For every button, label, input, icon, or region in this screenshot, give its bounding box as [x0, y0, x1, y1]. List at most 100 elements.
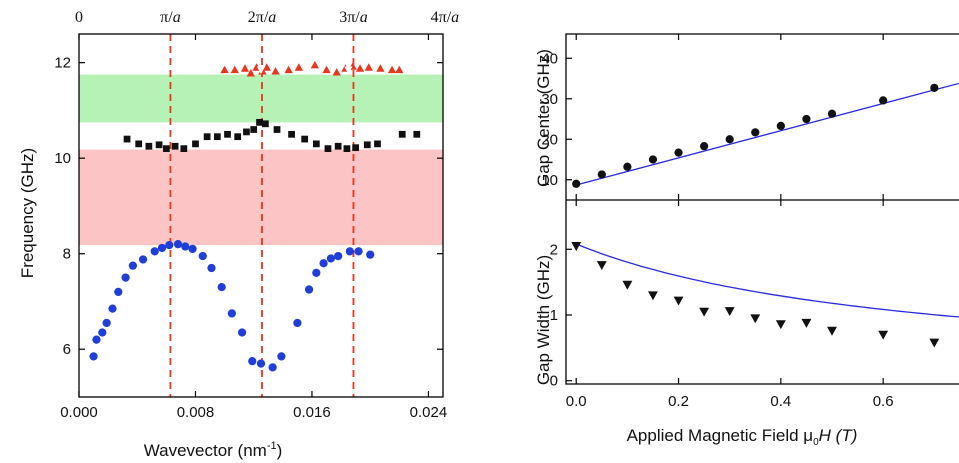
data-point [776, 121, 785, 131]
data-point [261, 120, 269, 128]
data-point [699, 142, 709, 151]
data-point [145, 142, 153, 150]
y-tick-label: 1 [550, 307, 558, 324]
data-point [572, 179, 581, 188]
data-point [203, 133, 211, 141]
data-point [135, 140, 143, 148]
data-point [623, 162, 632, 171]
data-point [256, 118, 263, 126]
x-axis-label: Applied Magnetic Field μ0H (T) [627, 426, 858, 448]
data-point [724, 307, 735, 317]
data-point [155, 141, 163, 149]
data-point [751, 128, 760, 137]
data-point [363, 141, 371, 149]
data-point [312, 268, 321, 277]
data-point [246, 69, 255, 77]
data-point [162, 145, 170, 153]
y-tick-label: 30 [541, 91, 558, 108]
data-point [288, 130, 295, 138]
y-axis-label: Frequency (GHz) [18, 148, 37, 278]
data-point [123, 135, 131, 143]
data-point [354, 247, 363, 256]
data-point [879, 96, 888, 105]
data-point [775, 320, 786, 330]
data-point [165, 240, 174, 250]
data-point [312, 140, 320, 148]
y-tick-label: 6 [63, 341, 71, 358]
data-point [343, 145, 351, 153]
x-axis-ticks: 0.000 0.008 0.016 0.024 [60, 34, 447, 421]
data-point [344, 66, 353, 74]
x-tick-label: 0.6 [873, 393, 894, 410]
gap-center-chart: 10 20 30 40 Gap Center (GHz) [534, 34, 959, 200]
data-point [121, 273, 130, 282]
data-point [355, 64, 365, 72]
data-point [198, 251, 207, 261]
data-point [173, 240, 183, 249]
y-tick-label: 40 [541, 50, 558, 67]
data-point [929, 338, 940, 348]
y-axis-ticks: 0 1 2 [550, 241, 572, 390]
data-point [248, 357, 257, 366]
data-point [128, 261, 137, 270]
y-tick-label: 12 [54, 55, 71, 72]
data-point [387, 65, 397, 74]
y-tick-label: 10 [54, 150, 71, 167]
data-point [207, 263, 216, 273]
y-axis-label: Gap Center (GHz) [534, 49, 553, 187]
data-point [374, 140, 381, 148]
data-point [294, 63, 303, 71]
top-axis-labels: 0 π/a 2π/a 3π/a 4π/a [75, 9, 459, 26]
x-tick-label: 0.4 [770, 393, 791, 410]
data-points [89, 60, 421, 372]
data-point [398, 130, 406, 138]
data-point [271, 67, 280, 75]
data-point [273, 126, 281, 133]
dispersion-chart: 0.000 0.008 0.016 0.024 6 8 10 12 0 π/a 2π/a 3π/a… [18, 9, 459, 460]
data-point [364, 63, 373, 71]
data-point [224, 130, 231, 138]
data-point [262, 63, 271, 71]
y-tick-label: 20 [541, 131, 558, 148]
gap-width-chart: 0 1 2 0.0 0.2 0.4 0.6 Gap Width (GHz) Applied… [534, 200, 959, 448]
data-point [334, 142, 342, 150]
data-point [192, 140, 199, 148]
data-point [319, 259, 328, 268]
data-point [220, 65, 229, 74]
data-point [138, 255, 148, 264]
top-axis-label: 4π/a [431, 9, 460, 26]
data-point [171, 142, 179, 150]
data-point [827, 109, 837, 118]
data-point [827, 326, 837, 336]
data-point [213, 133, 221, 141]
data-point [284, 65, 293, 74]
fit-line [576, 82, 959, 186]
y-axis-ticks: 10 20 30 40 [541, 50, 572, 189]
y-tick-label: 0 [550, 373, 558, 390]
data-point [114, 287, 123, 297]
data-point [324, 145, 332, 153]
data-point [334, 251, 343, 261]
y-tick-label: 2 [550, 241, 558, 258]
x-tick-label: 0.024 [410, 404, 448, 421]
data-point [395, 65, 404, 74]
data-point [293, 318, 302, 328]
top-axis-label: 0 [75, 9, 83, 26]
x-axis-ticks: 0.0 0.2 0.4 0.6 [566, 200, 894, 410]
fit-curve [575, 243, 959, 318]
band-region [79, 149, 443, 246]
data-point [352, 144, 360, 152]
x-tick-label: 0.016 [293, 404, 331, 421]
plot-frame [565, 33, 959, 385]
data-point [217, 283, 226, 292]
data-point [108, 304, 117, 313]
data-point [376, 64, 385, 72]
x-tick-label: 0.008 [177, 404, 215, 421]
data-point [157, 243, 167, 253]
x-tick-label: 0.0 [566, 393, 587, 410]
data-point [234, 133, 242, 141]
data-point [345, 247, 354, 256]
data-point [801, 318, 812, 328]
data-point [304, 285, 314, 294]
